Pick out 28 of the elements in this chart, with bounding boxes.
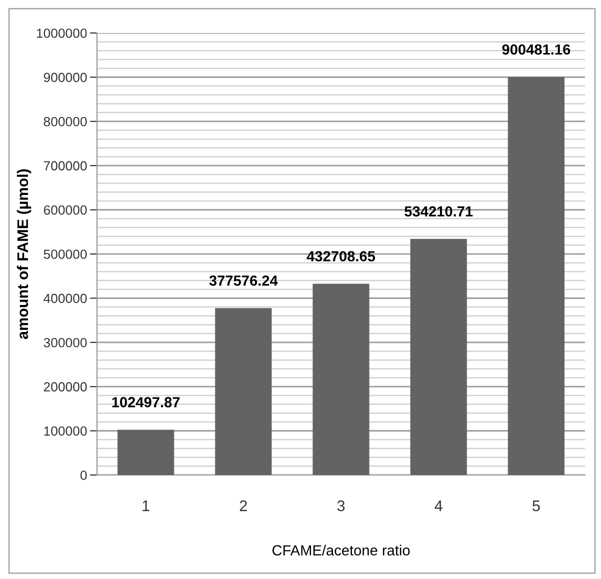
y-tick-label: 400000 [44,294,87,304]
data-label: 102497.87 [112,397,180,408]
data-label: 900481.16 [502,44,570,55]
y-tick-label: 300000 [44,338,87,348]
y-tick-label: 1000000 [36,28,87,38]
y-tick-label: 100000 [44,426,87,436]
x-tick-label: 3 [337,500,345,512]
bar [312,284,370,475]
bar [508,76,565,475]
data-label: 377576.24 [209,275,278,286]
y-tick-label: 700000 [44,161,87,171]
y-tick-label: 900000 [44,72,87,82]
x-tick-label: 2 [240,500,247,512]
y-tick-label: 800000 [44,116,87,126]
y-axis-title: amount of FAME (µmol) [16,169,32,339]
x-tick-label: 1 [142,500,150,512]
data-label: 534210.71 [404,206,473,217]
bar [410,238,467,475]
x-tick-label: 5 [532,500,540,512]
x-axis-title: CFAME/acetone ratio [272,544,410,556]
data-label: 432708.65 [306,251,376,262]
y-tick-label: 0 [80,470,87,480]
y-tick-label: 200000 [44,382,87,392]
bar [117,430,174,475]
y-tick-label: 500000 [44,250,87,259]
y-tick-label: 600000 [44,205,87,215]
bar [215,308,272,475]
x-tick-label: 4 [434,500,442,512]
